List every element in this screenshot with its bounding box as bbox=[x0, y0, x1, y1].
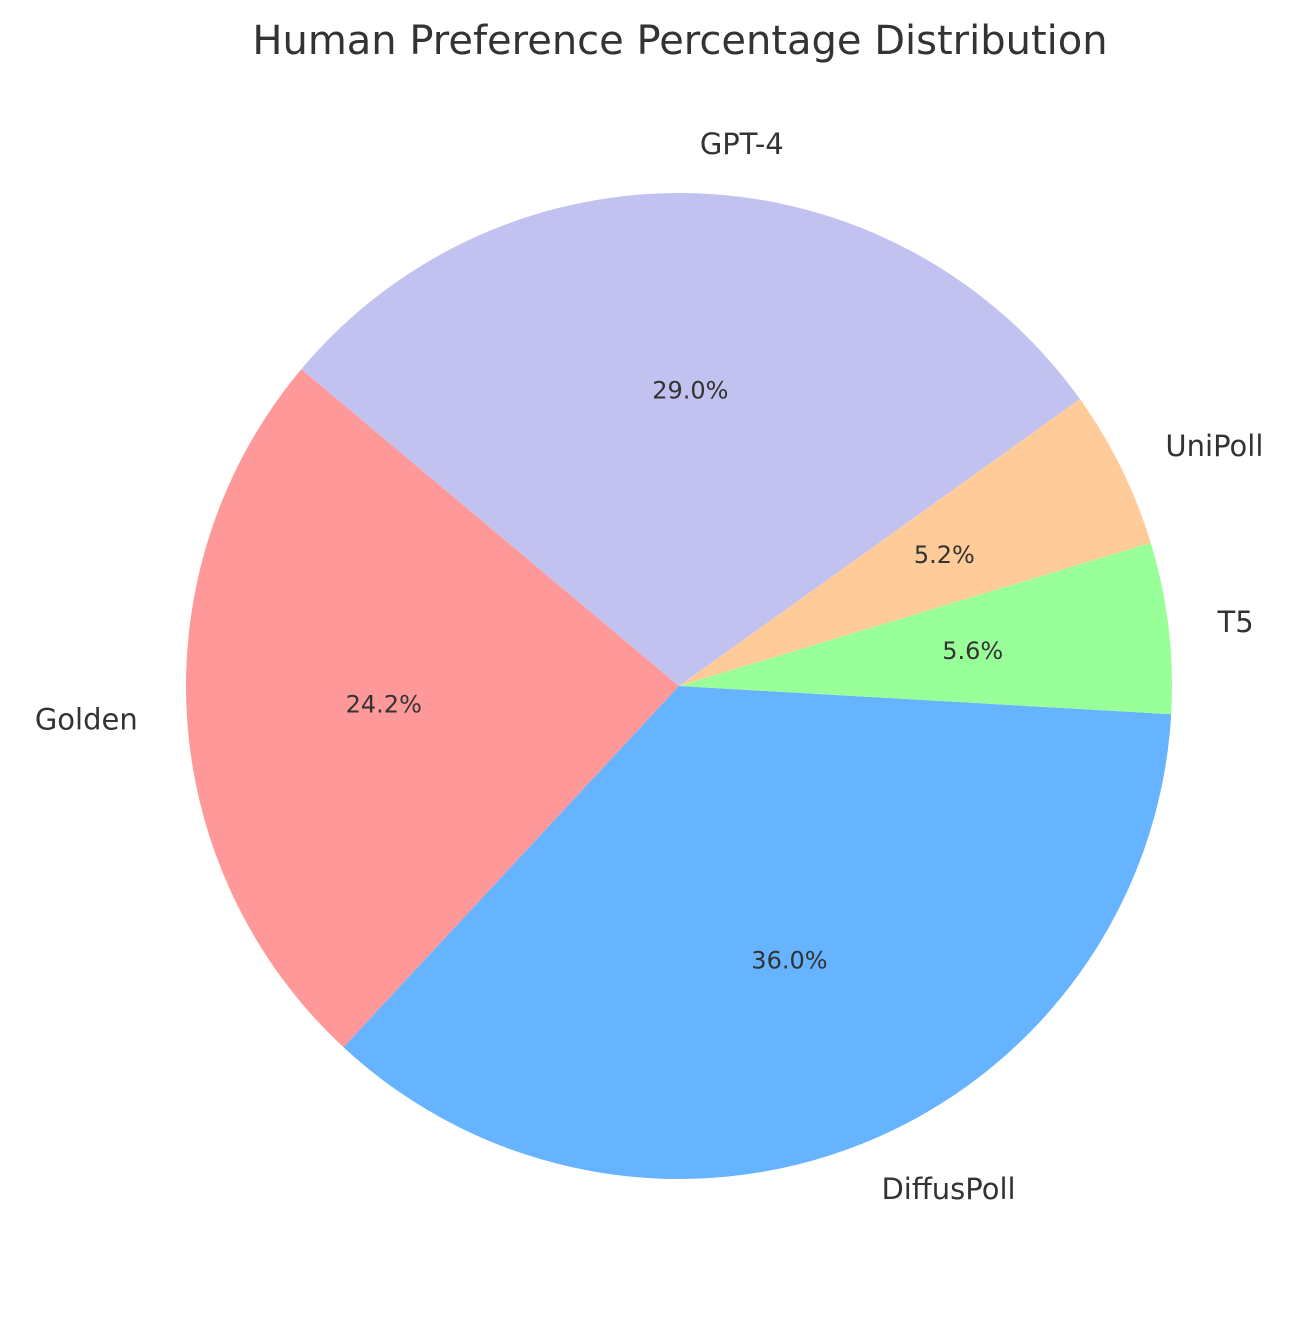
pie-slice-diffuspoll bbox=[343, 686, 1172, 1179]
chart-title: Human Preference Percentage Distribution bbox=[252, 18, 1107, 64]
slice-label-unipoll: UniPoll bbox=[1165, 429, 1263, 463]
slice-label-golden: Golden bbox=[35, 703, 138, 737]
pct-label-diffuspoll: 36.0% bbox=[751, 946, 827, 974]
pie-labels: Golden 24.2% DiffusPoll 36.0% T5 5.6% UniPoll 5… bbox=[35, 127, 1264, 1206]
slice-label-t5: T5 bbox=[1216, 605, 1253, 639]
pct-label-gpt-4: 29.0% bbox=[652, 376, 728, 404]
pct-label-unipoll: 5.2% bbox=[914, 541, 975, 569]
pie-slices bbox=[185, 193, 1172, 1179]
pie-slice-golden bbox=[185, 369, 679, 1048]
pie-slice-gpt-4 bbox=[301, 193, 1080, 686]
pct-label-golden: 24.2% bbox=[346, 690, 422, 718]
pie-slice-unipoll bbox=[679, 399, 1151, 686]
pct-label-t5: 5.6% bbox=[942, 637, 1003, 665]
slice-label-gpt-4: GPT-4 bbox=[700, 127, 784, 161]
slice-label-diffuspoll: DiffusPoll bbox=[881, 1172, 1015, 1206]
pie-slice-t5 bbox=[679, 542, 1172, 715]
